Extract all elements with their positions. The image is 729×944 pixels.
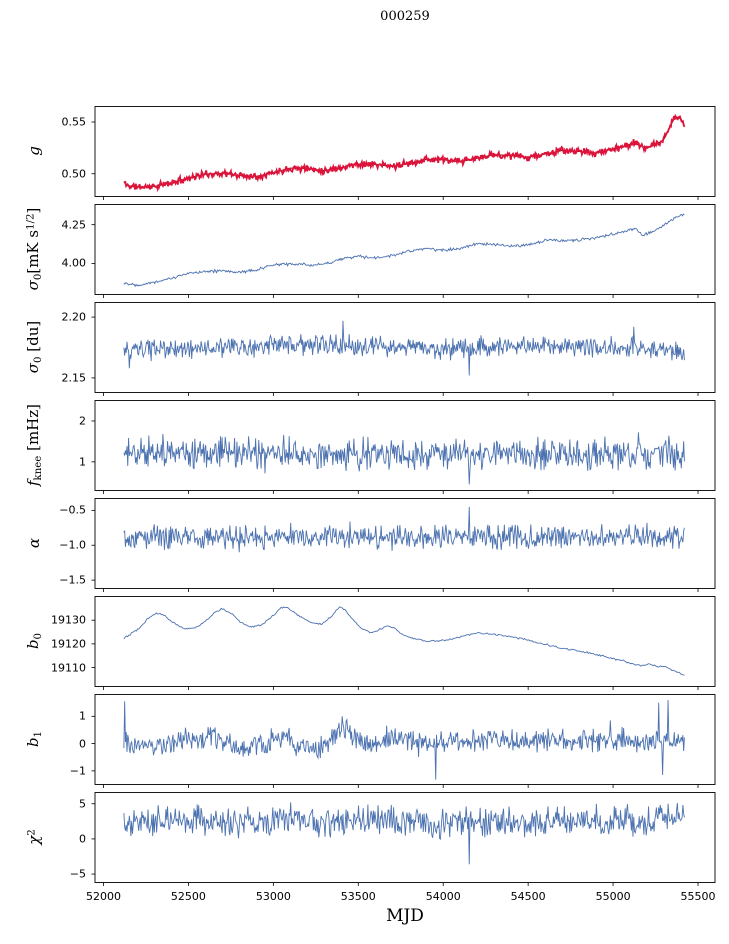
subplot-sigma0-du: σ0 [du] 2.15 2.20 <box>0 302 729 396</box>
y-tick-label: 19120 <box>51 637 86 651</box>
label-segment: ] <box>23 207 42 214</box>
label-segment: f <box>23 480 42 487</box>
y-tick-label: 0 <box>79 832 86 846</box>
y-tick-label: −1.5 <box>59 573 86 587</box>
y-tick-label: −0.5 <box>59 503 86 517</box>
x-tick-label: 55000 <box>595 890 631 903</box>
y-tick-label: 2.15 <box>61 371 87 385</box>
plot-area <box>91 400 716 494</box>
y-tick-label: 2.20 <box>61 310 87 324</box>
y-tick-label: 4.00 <box>61 256 87 270</box>
label-segment: 0 <box>33 356 45 363</box>
y-tick-label: 2 <box>79 414 86 428</box>
label-segment: 0 <box>33 273 45 281</box>
x-tick-label: 53500 <box>340 890 376 903</box>
y-tick-label: −1.0 <box>59 538 86 552</box>
plot-area <box>91 694 716 788</box>
label-segment: [mHz] <box>23 403 42 456</box>
x-axis-ticks: 52000 52500 53000 53500 54000 54500 55000 55500 <box>0 890 729 905</box>
label-segment: [du] <box>23 320 42 357</box>
subplot-b0: b0 19110 19120 19130 <box>0 596 729 690</box>
figure-title: 000259 <box>380 9 430 24</box>
y-tick-label: −1 <box>69 764 86 778</box>
y-tick-label: −5 <box>69 867 86 881</box>
plot-area <box>91 596 716 690</box>
subplot-g: g 0.50 0.55 <box>0 106 729 200</box>
x-tick-label: 54000 <box>425 890 461 903</box>
y-tick-label: 0.50 <box>61 167 87 181</box>
y-tick-label: 1 <box>79 455 86 469</box>
y-tick-label: 19130 <box>51 613 86 627</box>
x-tick-label: 52500 <box>170 890 206 903</box>
x-axis-label: MJD <box>386 906 424 926</box>
y-tick-label: 0 <box>79 737 86 751</box>
label-segment: g <box>25 146 43 156</box>
y-tick-label: 5 <box>79 797 86 811</box>
subplot-alpha: α −1.5 −1.0 −0.5 <box>0 498 729 592</box>
panels: g 0.50 0.55 σ0[mK s1/2] 4.00 4.25 σ0 [du] … <box>0 106 729 890</box>
y-axis-label: g <box>25 146 43 156</box>
plot-area <box>91 792 716 886</box>
y-tick-label: 4.25 <box>61 218 87 232</box>
subplot-b1: b1 −1 0 1 <box>0 694 729 788</box>
subplot-sigma0-mk: σ0[mK s1/2] 4.00 4.25 <box>0 204 729 298</box>
y-tick-label: 1 <box>79 709 86 723</box>
subplot-chi2: χ2 −5 0 5 <box>0 792 729 886</box>
label-segment: σ <box>23 280 42 291</box>
x-tick-label: 55500 <box>680 890 716 903</box>
plot-area <box>91 498 716 592</box>
y-tick-label: 0.55 <box>61 115 87 129</box>
x-tick-label: 53000 <box>255 890 291 903</box>
plot-area <box>91 204 716 298</box>
x-tick-label: 54500 <box>510 890 546 903</box>
plot-area <box>91 302 716 396</box>
y-tick-label: 19110 <box>51 661 86 675</box>
plot-area <box>91 106 716 200</box>
x-tick-label: 52000 <box>85 890 121 903</box>
y-axis-label: σ0 [du] <box>24 321 44 373</box>
